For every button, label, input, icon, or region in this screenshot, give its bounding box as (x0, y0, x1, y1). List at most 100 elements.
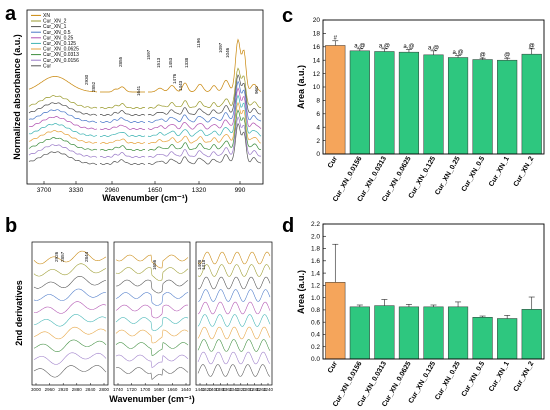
significance-label: a,@ (354, 43, 365, 49)
peak-label: 1338 (184, 57, 189, 68)
derivative-line (197, 251, 271, 265)
bar (349, 306, 370, 360)
peak-label: 2930 (84, 74, 89, 85)
y-tick-label: 2.0 (311, 233, 320, 240)
spectrum-line (99, 159, 146, 165)
derivative-line (197, 364, 271, 377)
x-tick-label: 1650 (148, 187, 163, 194)
panel-b-frame-1 (31, 241, 109, 386)
y-tick-label: 6 (316, 111, 320, 118)
y-tick-label: 0.0 (311, 356, 320, 363)
y-tick-label: 2.2 (311, 221, 320, 228)
x-tick-label: 990 (235, 187, 246, 194)
category-label: Cur (327, 155, 339, 169)
peak-label: 1641 (136, 85, 141, 96)
derivative-line (115, 267, 189, 281)
bar (398, 306, 420, 360)
panel-a-x-ticks: 3700 3330 2960 1650 1320 990 (37, 181, 246, 194)
x-tick-label: 2880 (72, 387, 83, 392)
spectrum-line (99, 138, 146, 144)
panel-b-spectra (33, 250, 271, 381)
spectrum-line (147, 94, 262, 137)
bar (423, 54, 444, 155)
y-tick-label: 16 (313, 44, 321, 51)
x-tick-label: 3000 (31, 387, 42, 392)
x-tick-label: 1740 (113, 387, 124, 392)
peak-label: 2852 (91, 81, 96, 92)
bar (521, 53, 542, 155)
derivative-line (197, 339, 271, 352)
category-label: Cur_XN_0.125 (408, 155, 438, 199)
significance-label: a,@ (428, 45, 439, 51)
panel-c-frame (322, 19, 545, 155)
spectrum-line (147, 122, 262, 165)
spectrum-line (28, 144, 98, 158)
category-label: Cur_XN_1 (488, 155, 511, 188)
legend-entry: Cur_XN_0.0625 (43, 47, 79, 53)
y-tick-label: 2 (316, 138, 320, 145)
y-tick-label: 18 (313, 31, 321, 38)
derivative-line (115, 292, 189, 306)
peak-label: 960 (254, 86, 259, 94)
significance-label: a,@ (403, 44, 414, 50)
peak-label: 1418 (201, 259, 206, 270)
panel-d-frame (322, 223, 545, 360)
y-tick-label: 0.8 (311, 307, 320, 314)
panel-letter-b: b (5, 215, 17, 237)
x-tick-label: 1280 (249, 387, 260, 392)
x-tick-label: 1380 (215, 387, 226, 392)
panel-c-y-label: Area (a.u.) (296, 65, 306, 109)
panel-a-legend: XNCur_XN_2Cur_XN_1Cur_XN_0.5Cur_XN_0.25C… (31, 13, 79, 69)
panel-a-frame (26, 9, 264, 185)
category-label: Cur (327, 360, 339, 374)
category-label: Cur_XN_0.5 (461, 155, 487, 193)
peak-label: 2844 (84, 251, 89, 262)
derivative-line (33, 263, 107, 277)
peak-label: 2926 (54, 251, 59, 262)
panel-letter-a: a (5, 3, 17, 25)
spectrum-line (29, 116, 98, 130)
panel-c: 0 2 4 6 8 10 12 14 16 18 20 # a,@ a,@ a,@ a,@ a,@ @ @ @ Cu… (296, 17, 545, 203)
peak-label: 1453 (168, 57, 173, 68)
panel-a-spectra (28, 38, 262, 165)
legend-entry: Cur_XN_0.25 (43, 35, 74, 41)
y-tick-label: 1.8 (311, 246, 320, 253)
y-tick-label: 0.6 (311, 319, 320, 326)
x-tick-label: 1320 (192, 187, 207, 194)
legend-entry: Cur_XN_2 (43, 19, 67, 25)
derivative-line (115, 304, 189, 319)
derivative-line (115, 342, 189, 356)
spectrum-line (28, 109, 97, 123)
bar (497, 59, 518, 155)
panel-a: XNCur_XN_2Cur_XN_1Cur_XN_0.5Cur_XN_0.25C… (12, 9, 264, 203)
category-label: Cur_XN_0.125 (408, 360, 438, 404)
bar (423, 306, 444, 360)
y-tick-label: 1.2 (311, 283, 320, 290)
category-label: Cur_XN_2 (513, 360, 536, 393)
significance-label: @ (529, 43, 535, 49)
derivative-line (115, 329, 189, 344)
spectrum-line (147, 87, 262, 130)
panel-b-x-ticks: 3000 2960 2920 2880 2840 2800 1740 1720 1700 1680… (31, 383, 274, 392)
significance-label: # (334, 35, 338, 41)
legend-entry: Cur_XN_0.125 (43, 41, 76, 47)
y-tick-label: 10 (313, 84, 321, 91)
panel-b-y-label: 2nd derivatives (14, 280, 24, 346)
panel-c-bars: # a,@ a,@ a,@ a,@ a,@ @ @ @ (325, 35, 542, 155)
bar (497, 318, 518, 360)
spectrum-line (99, 152, 146, 158)
panel-c-categories: CurCur_XN_0.0156Cur_XN_0.0313Cur_XN_0.06… (327, 155, 536, 203)
legend-entry: Cur_XN_1 (43, 24, 67, 30)
spectrum-line (99, 117, 146, 123)
spectrum-line (147, 116, 261, 158)
bar (325, 282, 346, 360)
derivative-line (33, 365, 107, 378)
peak-label: 1443 (178, 80, 183, 91)
y-tick-label: 1.4 (311, 270, 320, 277)
derivative-line (197, 314, 271, 327)
x-tick-label: 1660 (167, 387, 178, 392)
derivative-line (116, 279, 189, 294)
bar (447, 306, 469, 360)
